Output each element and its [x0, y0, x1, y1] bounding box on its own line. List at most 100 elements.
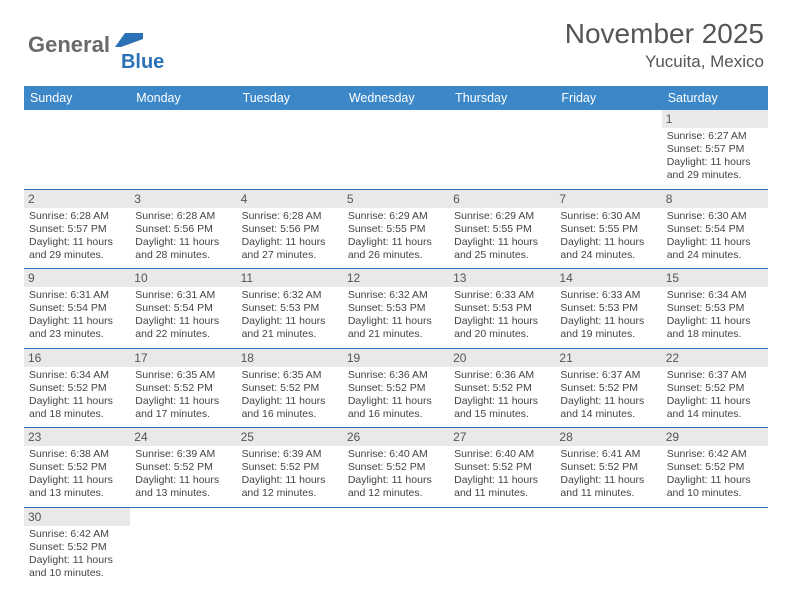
- sunset-text: Sunset: 5:52 PM: [29, 541, 125, 554]
- day-number: 22: [662, 349, 768, 367]
- page-header: General Blue November 2025 Yucuita, Mexi…: [0, 0, 792, 80]
- month-title: November 2025: [565, 18, 764, 50]
- calendar-week-row: 1Sunrise: 6:27 AMSunset: 5:57 PMDaylight…: [24, 110, 768, 189]
- calendar-day-cell: [449, 110, 555, 189]
- sunrise-text: Sunrise: 6:42 AM: [29, 528, 125, 541]
- sunrise-text: Sunrise: 6:33 AM: [560, 289, 656, 302]
- daylight-text: Daylight: 11 hours: [135, 474, 231, 487]
- daylight-text: Daylight: 11 hours: [667, 236, 763, 249]
- day-details: Sunrise: 6:39 AMSunset: 5:52 PMDaylight:…: [135, 448, 231, 501]
- daylight-text: Daylight: 11 hours: [29, 474, 125, 487]
- day-number: 8: [662, 190, 768, 208]
- sunrise-text: Sunrise: 6:36 AM: [348, 369, 444, 382]
- daylight-text: Daylight: 11 hours: [454, 315, 550, 328]
- sunrise-text: Sunrise: 6:42 AM: [667, 448, 763, 461]
- weekday-header: Tuesday: [237, 86, 343, 110]
- sunset-text: Sunset: 5:52 PM: [242, 382, 338, 395]
- calendar-day-cell: 13 Sunrise: 6:33 AMSunset: 5:53 PMDayligh…: [449, 269, 555, 349]
- day-details: Sunrise: 6:31 AMSunset: 5:54 PMDaylight:…: [135, 289, 231, 342]
- calendar-day-cell: 28Sunrise: 6:41 AMSunset: 5:52 PMDayligh…: [555, 428, 661, 508]
- daylight-text: and 29 minutes.: [667, 169, 763, 182]
- daylight-text: and 26 minutes.: [348, 249, 444, 262]
- sunset-text: Sunset: 5:53 PM: [560, 302, 656, 315]
- weekday-header-row: Sunday Monday Tuesday Wednesday Thursday…: [24, 86, 768, 110]
- sunset-text: Sunset: 5:53 PM: [348, 302, 444, 315]
- calendar-day-cell: 21Sunrise: 6:37 AMSunset: 5:52 PMDayligh…: [555, 348, 661, 428]
- daylight-text: and 16 minutes.: [348, 408, 444, 421]
- calendar-day-cell: 25Sunrise: 6:39 AMSunset: 5:52 PMDayligh…: [237, 428, 343, 508]
- sunset-text: Sunset: 5:52 PM: [454, 461, 550, 474]
- day-number: 20: [449, 349, 555, 367]
- day-details: Sunrise: 6:42 AMSunset: 5:52 PMDaylight:…: [29, 528, 125, 581]
- day-number: 12: [343, 269, 449, 287]
- daylight-text: and 14 minutes.: [560, 408, 656, 421]
- sunrise-text: Sunrise: 6:31 AM: [135, 289, 231, 302]
- sunset-text: Sunset: 5:52 PM: [135, 382, 231, 395]
- sunset-text: Sunset: 5:54 PM: [29, 302, 125, 315]
- day-number: 10: [130, 269, 236, 287]
- daylight-text: and 11 minutes.: [560, 487, 656, 500]
- day-number: 13: [449, 269, 555, 287]
- calendar-week-row: 2Sunrise: 6:28 AMSunset: 5:57 PMDaylight…: [24, 189, 768, 269]
- sunrise-text: Sunrise: 6:32 AM: [242, 289, 338, 302]
- daylight-text: Daylight: 11 hours: [29, 395, 125, 408]
- daylight-text: and 24 minutes.: [667, 249, 763, 262]
- daylight-text: Daylight: 11 hours: [242, 395, 338, 408]
- day-number: 23: [24, 428, 130, 446]
- daylight-text: Daylight: 11 hours: [242, 474, 338, 487]
- calendar-week-row: 30Sunrise: 6:42 AMSunset: 5:52 PMDayligh…: [24, 507, 768, 586]
- sunrise-text: Sunrise: 6:28 AM: [29, 210, 125, 223]
- daylight-text: Daylight: 11 hours: [454, 395, 550, 408]
- sunset-text: Sunset: 5:53 PM: [667, 302, 763, 315]
- daylight-text: and 12 minutes.: [348, 487, 444, 500]
- daylight-text: and 16 minutes.: [242, 408, 338, 421]
- day-number: 6: [449, 190, 555, 208]
- day-number: 5: [343, 190, 449, 208]
- calendar-day-cell: [343, 110, 449, 189]
- day-number: 14: [555, 269, 661, 287]
- day-details: Sunrise: 6:42 AMSunset: 5:52 PMDaylight:…: [667, 448, 763, 501]
- calendar-day-cell: 17Sunrise: 6:35 AMSunset: 5:52 PMDayligh…: [130, 348, 236, 428]
- weekday-header: Monday: [130, 86, 236, 110]
- sunrise-text: Sunrise: 6:30 AM: [560, 210, 656, 223]
- sunset-text: Sunset: 5:52 PM: [348, 461, 444, 474]
- calendar-day-cell: [662, 507, 768, 586]
- sunrise-text: Sunrise: 6:28 AM: [242, 210, 338, 223]
- day-details: Sunrise: 6:32 AMSunset: 5:53 PMDaylight:…: [242, 289, 338, 342]
- day-details: Sunrise: 6:41 AMSunset: 5:52 PMDaylight:…: [560, 448, 656, 501]
- location-label: Yucuita, Mexico: [565, 52, 764, 72]
- calendar-day-cell: [130, 507, 236, 586]
- daylight-text: and 13 minutes.: [135, 487, 231, 500]
- calendar-day-cell: 18Sunrise: 6:35 AMSunset: 5:52 PMDayligh…: [237, 348, 343, 428]
- daylight-text: and 13 minutes.: [29, 487, 125, 500]
- calendar-day-cell: 30Sunrise: 6:42 AMSunset: 5:52 PMDayligh…: [24, 507, 130, 586]
- sunset-text: Sunset: 5:55 PM: [454, 223, 550, 236]
- day-details: Sunrise: 6:35 AMSunset: 5:52 PMDaylight:…: [242, 369, 338, 422]
- sunrise-text: Sunrise: 6:30 AM: [667, 210, 763, 223]
- calendar-day-cell: 16Sunrise: 6:34 AMSunset: 5:52 PMDayligh…: [24, 348, 130, 428]
- daylight-text: Daylight: 11 hours: [135, 395, 231, 408]
- day-details: Sunrise: 6:40 AMSunset: 5:52 PMDaylight:…: [454, 448, 550, 501]
- sunrise-text: Sunrise: 6:31 AM: [29, 289, 125, 302]
- day-details: Sunrise: 6:28 AMSunset: 5:56 PMDaylight:…: [135, 210, 231, 263]
- calendar-day-cell: 8Sunrise: 6:30 AMSunset: 5:54 PMDaylight…: [662, 189, 768, 269]
- title-block: November 2025 Yucuita, Mexico: [565, 18, 764, 72]
- daylight-text: and 24 minutes.: [560, 249, 656, 262]
- daylight-text: Daylight: 11 hours: [667, 315, 763, 328]
- daylight-text: Daylight: 11 hours: [560, 474, 656, 487]
- daylight-text: Daylight: 11 hours: [560, 395, 656, 408]
- calendar-day-cell: [343, 507, 449, 586]
- daylight-text: Daylight: 11 hours: [667, 156, 763, 169]
- sunrise-text: Sunrise: 6:40 AM: [454, 448, 550, 461]
- day-number: 17: [130, 349, 236, 367]
- weekday-header: Saturday: [662, 86, 768, 110]
- sunset-text: Sunset: 5:52 PM: [135, 461, 231, 474]
- day-number: 9: [24, 269, 130, 287]
- day-details: Sunrise: 6:37 AMSunset: 5:52 PMDaylight:…: [667, 369, 763, 422]
- sunset-text: Sunset: 5:57 PM: [667, 143, 763, 156]
- day-details: Sunrise: 6:30 AMSunset: 5:55 PMDaylight:…: [560, 210, 656, 263]
- day-details: Sunrise: 6:33 AMSunset: 5:53 PMDaylight:…: [454, 289, 550, 342]
- calendar-day-cell: [237, 110, 343, 189]
- daylight-text: Daylight: 11 hours: [348, 236, 444, 249]
- calendar-day-cell: 4Sunrise: 6:28 AMSunset: 5:56 PMDaylight…: [237, 189, 343, 269]
